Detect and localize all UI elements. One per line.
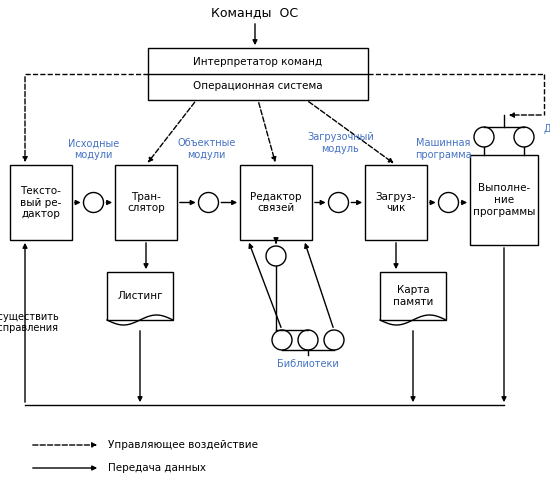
Bar [107,272,173,320]
Text: Исходные
модули: Исходные модули [68,138,119,160]
Text: Выполне-
ние
программы: Выполне- ние программы [473,183,535,217]
Text: Передача данных: Передача данных [108,463,206,473]
Text: Интерпретатор команд: Интерпретатор команд [194,57,322,67]
Bar [380,272,446,320]
Bar [365,165,427,240]
Text: Тексто-
вый ре-
дактор: Тексто- вый ре- дактор [20,186,62,219]
Text: Листинг: Листинг [117,291,163,301]
Text: Операционная система: Операционная система [193,81,323,91]
Bar [148,48,368,100]
Text: Загруз-
чик: Загруз- чик [376,192,416,213]
Bar [470,155,538,245]
Text: Команды  ОС: Команды ОС [211,6,299,20]
Text: Редактор
связей: Редактор связей [250,192,302,213]
Text: Карта
памяти: Карта памяти [393,285,433,307]
Text: Осуществить
исправления: Осуществить исправления [0,312,59,333]
Text: Объектные
модули: Объектные модули [177,138,236,160]
Bar [240,165,312,240]
Text: Управляющее воздействие: Управляющее воздействие [108,440,258,450]
Text: Загрузочный
модуль: Загрузочный модуль [307,132,374,154]
Text: Машинная
программа: Машинная программа [415,138,472,160]
Text: Драйверы: Драйверы [544,124,550,134]
Text: Библиотеки: Библиотеки [277,359,339,369]
Bar [10,165,72,240]
Bar [115,165,177,240]
Text: Тран-
слятор: Тран- слятор [127,192,165,213]
